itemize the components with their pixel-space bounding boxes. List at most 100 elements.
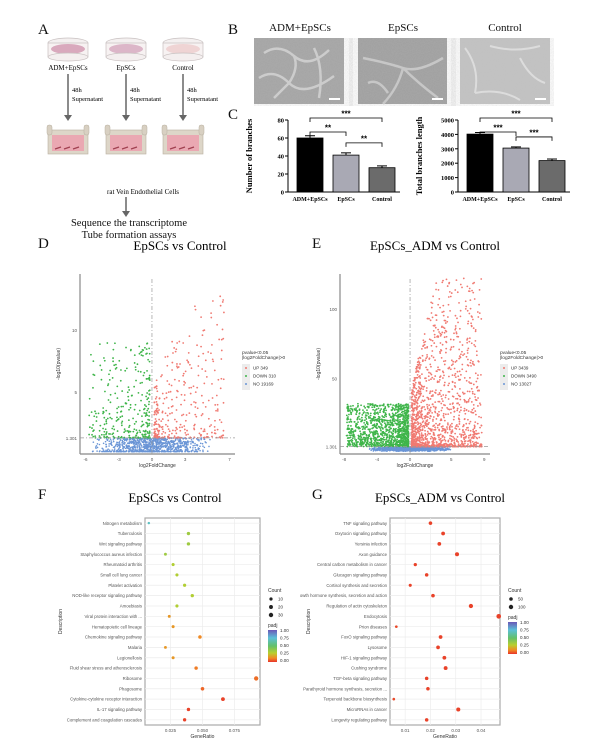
point-up bbox=[414, 415, 417, 418]
point-up bbox=[417, 397, 420, 400]
point-up bbox=[430, 378, 432, 381]
point-up bbox=[456, 409, 459, 412]
point-down bbox=[364, 428, 366, 430]
point-no bbox=[393, 449, 395, 452]
point-down bbox=[373, 430, 375, 433]
point-up bbox=[414, 426, 417, 429]
point-down bbox=[350, 432, 353, 434]
point-up bbox=[202, 329, 205, 332]
point-up bbox=[176, 366, 179, 369]
point-down bbox=[354, 425, 357, 428]
point-up bbox=[421, 413, 424, 416]
point-up bbox=[465, 355, 468, 358]
point-no bbox=[414, 447, 417, 450]
point-no bbox=[132, 450, 135, 453]
point-down bbox=[399, 418, 401, 421]
point-up bbox=[415, 401, 418, 404]
point-down bbox=[138, 345, 141, 348]
point-no bbox=[156, 440, 159, 443]
point-no bbox=[109, 438, 112, 441]
point-up bbox=[413, 414, 415, 416]
point-down bbox=[100, 378, 103, 381]
point-up bbox=[442, 377, 444, 379]
point-no bbox=[368, 448, 371, 450]
x-tick-label: ADM+EpSCs bbox=[292, 197, 328, 203]
point-down bbox=[390, 435, 393, 437]
point-no bbox=[205, 441, 207, 444]
point-no bbox=[116, 438, 119, 440]
point-down bbox=[382, 411, 385, 414]
point-up bbox=[445, 341, 448, 344]
point-up bbox=[478, 312, 481, 314]
significance-label: ** bbox=[361, 134, 368, 143]
point-up bbox=[424, 347, 426, 349]
point-no bbox=[201, 442, 204, 445]
point-no bbox=[203, 446, 206, 449]
point-down bbox=[375, 418, 378, 421]
point-down bbox=[399, 425, 402, 428]
point-down bbox=[385, 438, 388, 441]
point-no bbox=[116, 444, 119, 446]
point-up bbox=[200, 414, 203, 417]
point-up bbox=[171, 361, 174, 364]
point-up bbox=[165, 423, 167, 426]
point-down bbox=[374, 436, 377, 439]
point-up bbox=[426, 368, 429, 371]
point-up bbox=[480, 431, 483, 434]
point-down bbox=[368, 435, 371, 437]
point-up bbox=[453, 442, 456, 445]
point-down bbox=[88, 426, 91, 429]
point-no bbox=[165, 445, 168, 448]
point-down bbox=[379, 443, 382, 446]
point-down bbox=[397, 419, 399, 422]
point-no bbox=[109, 442, 112, 445]
point-up bbox=[175, 409, 178, 411]
endothelial-cell-1-1 bbox=[121, 146, 129, 150]
point-up bbox=[471, 316, 473, 318]
point-down bbox=[147, 407, 150, 410]
point-up bbox=[410, 443, 413, 446]
point-no bbox=[107, 448, 109, 450]
point-up bbox=[414, 442, 417, 444]
point-no bbox=[171, 447, 174, 450]
bar-ADM+EpSCs bbox=[296, 137, 324, 193]
point-down bbox=[355, 413, 358, 416]
panel-label-c: C bbox=[228, 107, 239, 123]
point-down bbox=[353, 420, 356, 423]
y-tick-label: 20 bbox=[278, 172, 285, 179]
point-up bbox=[467, 436, 470, 439]
point-down bbox=[363, 441, 366, 444]
point-up bbox=[467, 440, 469, 443]
point-no bbox=[147, 443, 150, 445]
point-down bbox=[386, 429, 389, 431]
point-up bbox=[441, 370, 444, 373]
point-up bbox=[444, 329, 447, 332]
point-up bbox=[157, 411, 160, 414]
point-no bbox=[410, 449, 413, 451]
point-up bbox=[441, 407, 444, 409]
point-up bbox=[462, 443, 465, 446]
point-down bbox=[142, 408, 145, 411]
point-down bbox=[133, 362, 136, 364]
point-up bbox=[416, 411, 419, 414]
point-up bbox=[464, 445, 467, 448]
point-up bbox=[157, 433, 160, 435]
point-down bbox=[407, 421, 410, 424]
point-up bbox=[434, 411, 437, 414]
point-no bbox=[190, 438, 193, 441]
point-no bbox=[146, 445, 148, 447]
point-up bbox=[210, 316, 213, 319]
point-down bbox=[393, 436, 396, 439]
point-up bbox=[470, 411, 472, 413]
point-up bbox=[442, 414, 445, 417]
point-down bbox=[92, 424, 94, 426]
point-up bbox=[448, 382, 451, 385]
point-down bbox=[144, 435, 147, 438]
point-up bbox=[444, 404, 446, 407]
point-no bbox=[439, 449, 442, 452]
point-up bbox=[424, 359, 427, 362]
point-up bbox=[438, 438, 441, 441]
point-down bbox=[397, 426, 400, 429]
point-down bbox=[389, 419, 392, 422]
